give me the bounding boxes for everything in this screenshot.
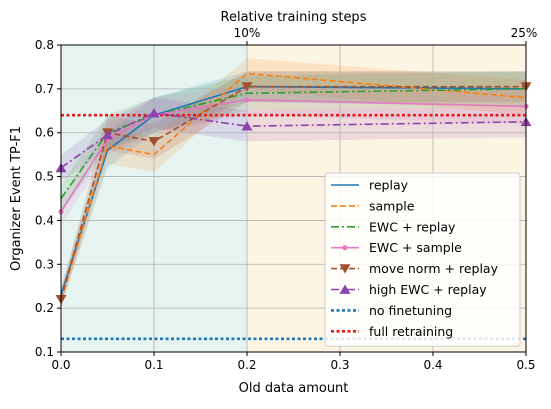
legend-box [324, 172, 521, 347]
y-tick-label-0: 0.1 [35, 345, 54, 359]
y-axis-label: Organizer Event TP-F1 [9, 126, 24, 271]
y-tick-label-4: 0.5 [35, 170, 54, 184]
top-tick-label-0: 10% [234, 26, 261, 40]
y-tick-label-6: 0.7 [35, 82, 54, 96]
legend-label-sample: sample [369, 198, 415, 213]
data-point-move-norm-replay-2 [148, 137, 160, 147]
data-point-ewc-sample-3 [244, 97, 250, 103]
legend-label-move-norm-replay: move norm + replay [369, 261, 499, 276]
band-ewc-sample [61, 84, 526, 225]
x-tick-label-3: 0.3 [330, 358, 349, 372]
plot-frame [60, 44, 527, 353]
legend-item-high-ewc-replay: high EWC + replay [331, 282, 487, 297]
confidence-bands [61, 58, 526, 309]
x-tick-label-4: 0.4 [423, 358, 442, 372]
y-tick-label-5: 0.6 [35, 126, 54, 140]
legend-label-ewc-sample: EWC + sample [369, 240, 462, 255]
legend-item-ewc-replay: EWC + replay [331, 219, 456, 234]
legend-marker-high-ewc-replay [339, 284, 351, 294]
legend-item-ewc-sample: EWC + sample [331, 240, 462, 255]
data-point-high-ewc-replay-1 [102, 129, 113, 140]
legend-item-no-finetuning: no finetuning [331, 303, 452, 318]
band-replay [61, 71, 526, 304]
y-tick-label-1: 0.2 [35, 301, 54, 315]
x-tick-label-1: 0.1 [144, 358, 163, 372]
band-sample [61, 58, 526, 309]
x-tick-label-5: 0.5 [516, 358, 535, 372]
y-tick-label-3: 0.4 [35, 213, 54, 227]
y-tick-label-2: 0.3 [35, 257, 54, 271]
legend-item-move-norm-replay: move norm + replay [331, 261, 499, 276]
legend-label-full-retraining: full retraining [369, 324, 453, 339]
legend-marker-move-norm-replay [339, 264, 351, 274]
legend-label-ewc-replay: EWC + replay [369, 219, 456, 234]
legend-label-high-ewc-replay: high EWC + replay [369, 282, 487, 297]
y-tick-label-7: 0.8 [35, 38, 54, 52]
x-axis-label: Old data amount [239, 381, 349, 396]
legend-item-sample: sample [331, 198, 415, 213]
top-axis-title: Relative training steps [221, 10, 367, 25]
series-sample [60, 72, 527, 300]
data-point-high-ewc-replay-3 [241, 121, 253, 131]
legend-label-replay: replay [369, 178, 409, 193]
band-move-norm-replay [61, 71, 526, 309]
legend-item-replay: replay [331, 178, 409, 193]
band-high-ewc-replay [61, 97, 526, 181]
legend-marker-ewc-sample [342, 245, 348, 251]
legend: replay sample EWC + replay EWC + sample move… [324, 172, 521, 347]
series-lines [55, 72, 532, 305]
top-tick-label-1: 25% [511, 26, 538, 40]
axes: 0.0 0.1 0.2 0.3 0.4 0.50.10.20.30.40.50.60.70… [35, 26, 537, 372]
series-line-sample [60, 72, 527, 300]
x-tick-label-2: 0.2 [237, 358, 256, 372]
legend-label-no-finetuning: no finetuning [369, 303, 452, 318]
data-point-move-norm-replay-3 [241, 82, 253, 92]
x-tick-label-0: 0.0 [51, 358, 70, 372]
band-ewc-replay [61, 71, 526, 212]
data-point-high-ewc-replay-2 [148, 108, 160, 118]
legend-item-full-retraining: full retraining [331, 324, 453, 339]
